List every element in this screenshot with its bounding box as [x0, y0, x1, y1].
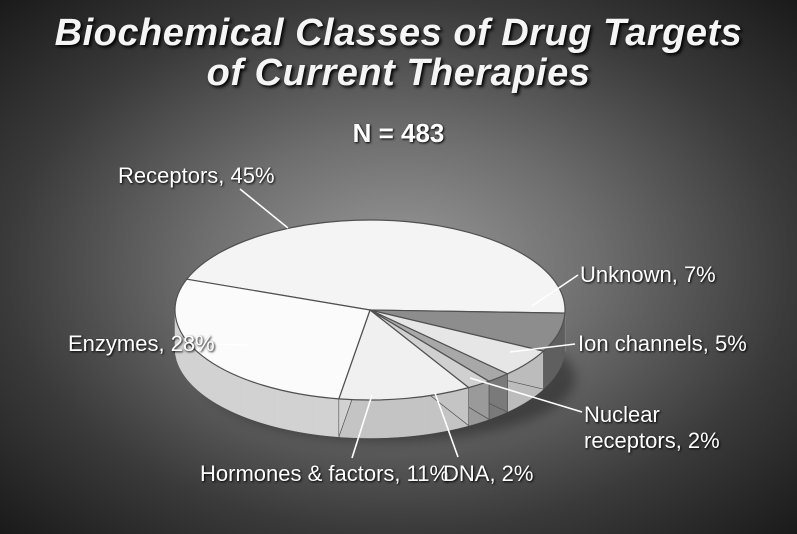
label-unknown: Unknown, 7% [580, 262, 716, 288]
label-enzymes: Enzymes, 28% [68, 331, 215, 357]
label-dna: DNA, 2% [443, 461, 533, 487]
label-nuclear-2: receptors, 2% [584, 428, 720, 454]
label-ion: Ion channels, 5% [578, 331, 747, 357]
label-nuclear-1: Nuclear [584, 402, 660, 428]
label-hormones: Hormones & factors, 11% [200, 461, 449, 487]
label-receptors: Receptors, 45% [118, 163, 275, 189]
